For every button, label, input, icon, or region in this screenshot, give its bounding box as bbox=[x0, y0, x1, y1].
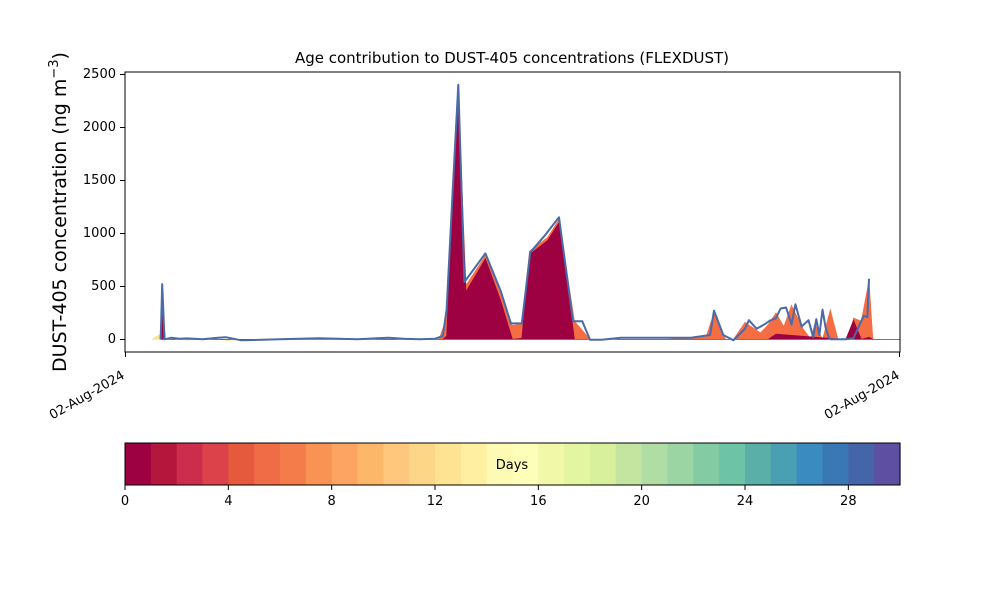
colorbar-cell bbox=[280, 443, 307, 485]
colorbar-tick-label: 16 bbox=[530, 494, 547, 509]
colorbar: Days 0 4 8 12 16 20 24 28 bbox=[121, 442, 901, 509]
colorbar-cell bbox=[512, 443, 539, 485]
colorbar-cell bbox=[719, 443, 746, 485]
colorbar-cell bbox=[564, 443, 591, 485]
colorbar-cell bbox=[590, 443, 617, 485]
colorbar-cell bbox=[538, 443, 565, 485]
colorbar-cell bbox=[796, 443, 824, 485]
colorbar-cell bbox=[228, 443, 255, 485]
y-axis-label: DUST-405 concentration (ng m−3) bbox=[47, 52, 71, 372]
y-tick-label: 0 bbox=[108, 332, 116, 347]
colorbar-tick-label: 28 bbox=[840, 494, 857, 509]
colorbar-ticks: 0 4 8 12 16 20 24 28 bbox=[121, 485, 857, 509]
colorbar-cell bbox=[641, 443, 669, 485]
colorbar-cell bbox=[435, 443, 462, 485]
total-concentration-line bbox=[159, 83, 870, 342]
colorbar-cell bbox=[745, 443, 772, 485]
colorbar-cell bbox=[848, 443, 875, 485]
y-tick-label: 500 bbox=[91, 279, 116, 294]
axes-frame bbox=[124, 71, 901, 353]
colorbar-cell bbox=[486, 443, 514, 485]
y-axis-label-superscript: −3 bbox=[47, 59, 62, 78]
colorbar-tick-label: 20 bbox=[633, 494, 650, 509]
colorbar-cell bbox=[693, 443, 720, 485]
colorbar-cell bbox=[305, 443, 333, 485]
colorbar-cell bbox=[254, 443, 281, 485]
colorbar-tick-label: 8 bbox=[328, 494, 336, 509]
colorbar-tick-label: 0 bbox=[121, 494, 129, 509]
y-tick-label: 1500 bbox=[83, 173, 116, 188]
colorbar-cell bbox=[383, 443, 410, 485]
colorbar-frame bbox=[124, 442, 901, 486]
colorbar-tick-label: 12 bbox=[427, 494, 444, 509]
y-tick-label: 2000 bbox=[83, 120, 116, 135]
colorbar-cell bbox=[202, 443, 229, 485]
colorbar-cell bbox=[176, 443, 204, 485]
colorbar-cell bbox=[770, 443, 798, 485]
colorbar-cell bbox=[460, 443, 488, 485]
colorbar-cell bbox=[822, 443, 849, 485]
colorbar-cell bbox=[331, 443, 359, 485]
colorbar-cell bbox=[150, 443, 178, 485]
y-axis-label-close: ) bbox=[49, 52, 71, 59]
colorbar-cell bbox=[874, 443, 901, 485]
y-tick-label: 1000 bbox=[83, 226, 116, 241]
colorbar-label: Days bbox=[496, 458, 529, 473]
chart-title: Age contribution to DUST-405 concentrati… bbox=[295, 49, 729, 67]
colorbar-cell bbox=[667, 443, 694, 485]
y-axis: 0 500 1000 1500 2000 2500 bbox=[83, 67, 125, 347]
colorbar-cell bbox=[409, 443, 436, 485]
colorbar-cell bbox=[615, 443, 643, 485]
colorbar-tick-label: 4 bbox=[224, 494, 232, 509]
colorbar-cell bbox=[357, 443, 384, 485]
y-tick-label: 2500 bbox=[83, 67, 116, 82]
y-axis-label-main: DUST-405 concentration (ng m bbox=[49, 79, 71, 372]
plot-area bbox=[124, 71, 901, 353]
colorbar-cells bbox=[125, 443, 901, 485]
colorbar-cell bbox=[125, 443, 152, 485]
colorbar-tick-label: 24 bbox=[737, 494, 754, 509]
